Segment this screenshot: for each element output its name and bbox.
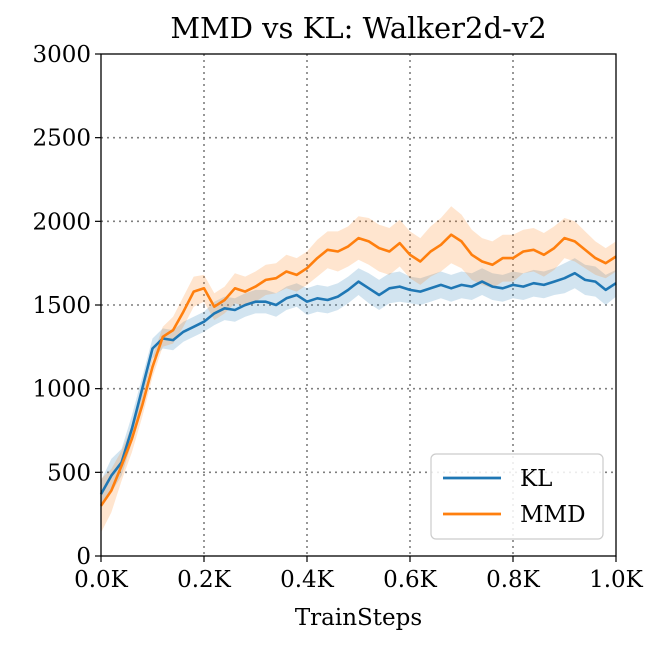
legend: KL MMD [430, 453, 604, 540]
y-tick-label-0: 0 [76, 544, 91, 570]
chart-title: MMD vs KL: Walker2d-v2 [170, 11, 546, 45]
legend-label-mmd: MMD [520, 502, 586, 528]
confidence-bands [101, 206, 616, 533]
series-line-mmd [99, 233, 617, 507]
y-tick-label-6: 3000 [32, 42, 91, 68]
x-axis-label: TrainSteps [295, 605, 422, 631]
legend-box [430, 453, 604, 540]
axis-ticks: 0.0K 0.2K 0.4K 0.6K 0.8K 1.0K 0 500 1000 1500 2000… [32, 42, 643, 593]
series-lines [99, 233, 617, 507]
x-tick-label-5: 1.0K [589, 567, 644, 593]
x-tick-label-2: 0.4K [280, 567, 335, 593]
x-tick-label-1: 0.2K [177, 567, 232, 593]
y-tick-label-4: 2000 [32, 209, 91, 235]
x-tick-label-0: 0.0K [74, 567, 129, 593]
y-tick-label-2: 1000 [32, 377, 91, 403]
band-mmd [101, 206, 616, 533]
legend-label-kl: KL [520, 466, 552, 492]
x-tick-label-3: 0.6K [383, 567, 438, 593]
y-tick-label-5: 2500 [32, 126, 91, 152]
y-tick-label-3: 1500 [32, 293, 91, 319]
x-tick-label-4: 0.8K [486, 567, 541, 593]
y-tick-label-1: 500 [47, 460, 91, 486]
series-line-kl [99, 271, 617, 495]
band-kl [101, 258, 616, 508]
